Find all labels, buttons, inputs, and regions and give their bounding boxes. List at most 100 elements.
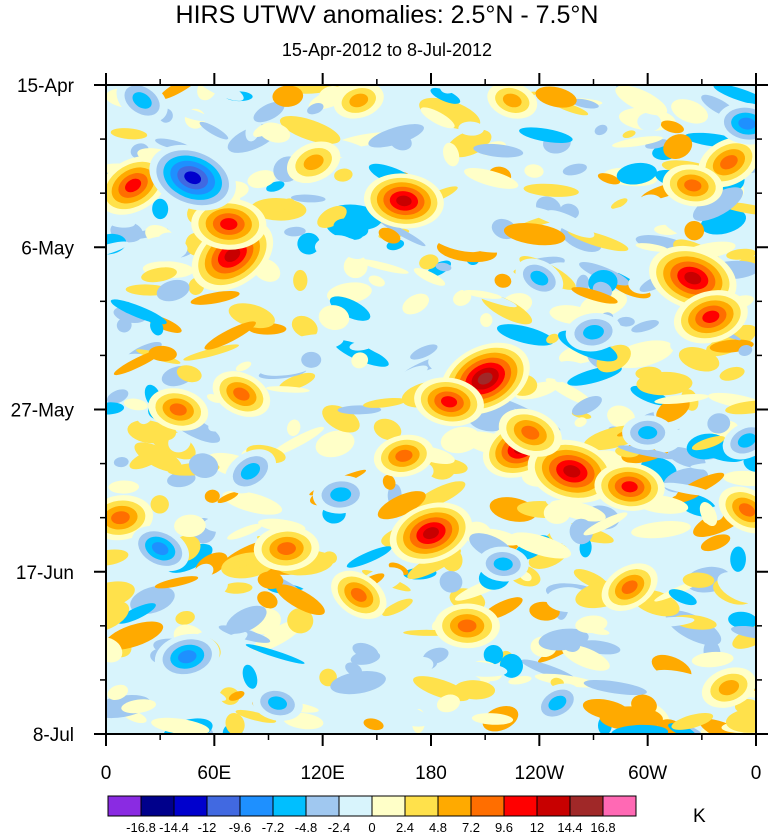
texture-blob [690,462,742,470]
texture-blob [363,718,384,731]
texture-blob [293,269,308,291]
texture-blob [631,521,691,539]
x-tick-label: 0 [751,763,762,784]
texture-blob [415,481,466,509]
texture-blob [204,489,220,503]
texture-blob [363,397,406,408]
texture-blob [730,546,746,572]
texture-blob [193,85,244,101]
anomaly-feature [527,439,617,503]
contour-level [477,372,493,385]
texture-blob [597,173,621,185]
texture-blob [382,474,396,490]
anomaly-feature [533,683,582,723]
texture-blob [654,632,692,658]
texture-blob [106,468,144,480]
colorbar-swatch [437,795,472,817]
texture-blob [344,456,362,470]
texture-blob [266,386,310,393]
texture-blob [107,389,129,404]
contour-level [151,542,169,556]
texture-blob [719,366,745,381]
texture-blob [204,321,256,350]
texture-blob [330,671,386,695]
contour-level [493,557,513,571]
texture-blob [671,712,714,730]
anomaly-feature [331,570,387,620]
texture-blob [174,514,206,538]
texture-blob [546,333,559,344]
contour-level [638,426,658,440]
texture-blob [280,333,344,354]
x-tick-label: 120W [515,763,565,784]
texture-blob [408,656,434,674]
texture-blob [458,121,485,136]
texture-blob [622,130,636,139]
texture-blob [636,371,693,396]
texture-blob [495,611,543,635]
texture-blob [464,168,519,189]
texture-blob [307,103,324,115]
texture-blob [726,248,756,260]
texture-blob [523,183,579,197]
contour-level [125,178,142,193]
texture-blob [610,198,628,209]
texture-blob [738,345,753,357]
texture-blob [691,651,734,668]
contour-level [220,218,238,230]
texture-blob [106,549,129,566]
texture-blob [650,669,712,692]
colorbar-swatch [602,795,637,817]
texture-blob [443,142,460,167]
anomaly-feature [333,85,384,119]
texture-blob [373,418,402,441]
texture-blob [498,685,544,701]
texture-blob [722,470,756,487]
texture-blob [121,699,157,714]
texture-blob [494,273,512,288]
texture-blob [290,194,326,203]
contour-level [423,527,439,540]
texture-blob [228,303,275,329]
texture-blob [141,267,177,283]
texture-blob [617,445,677,460]
texture-blob [617,316,635,327]
y-tick-label: 27-May [11,401,75,422]
y-tick-label: 15-Apr [17,76,75,97]
texture-blob [116,318,132,333]
colorbar-label: 4.8 [429,820,447,834]
texture-blob [535,86,577,108]
contour-level [548,695,567,711]
texture-blob [436,694,461,713]
texture-blob [692,187,744,221]
texture-blob [594,124,608,136]
anomaly-feature [487,85,538,119]
texture-blob [287,419,301,437]
y-tick-label: 17-Jun [16,563,74,584]
texture-blob [583,680,647,696]
texture-blob [113,457,129,468]
contour-level [621,580,638,595]
texture-blob [631,320,659,333]
anomaly-feature [662,164,723,207]
anomaly-feature [622,415,674,451]
anomaly-feature [594,462,665,511]
texture-blob [154,576,199,589]
colorbar-swatch [470,795,505,817]
contour-level [737,433,756,448]
texture-blob [222,582,253,594]
texture-blob [402,293,430,315]
texture-blob [109,218,136,228]
anomaly-feature [498,408,562,457]
texture-blob [281,198,296,211]
texture-blob [439,570,463,593]
texture-blob [304,639,359,654]
texture-blob [574,417,587,427]
contour-level [177,650,197,664]
texture-blob [284,226,306,237]
texture-blob [584,626,610,635]
texture-blob [279,116,341,144]
texture-blob [571,287,618,304]
contour-level [350,588,367,602]
texture-blob [235,361,252,372]
